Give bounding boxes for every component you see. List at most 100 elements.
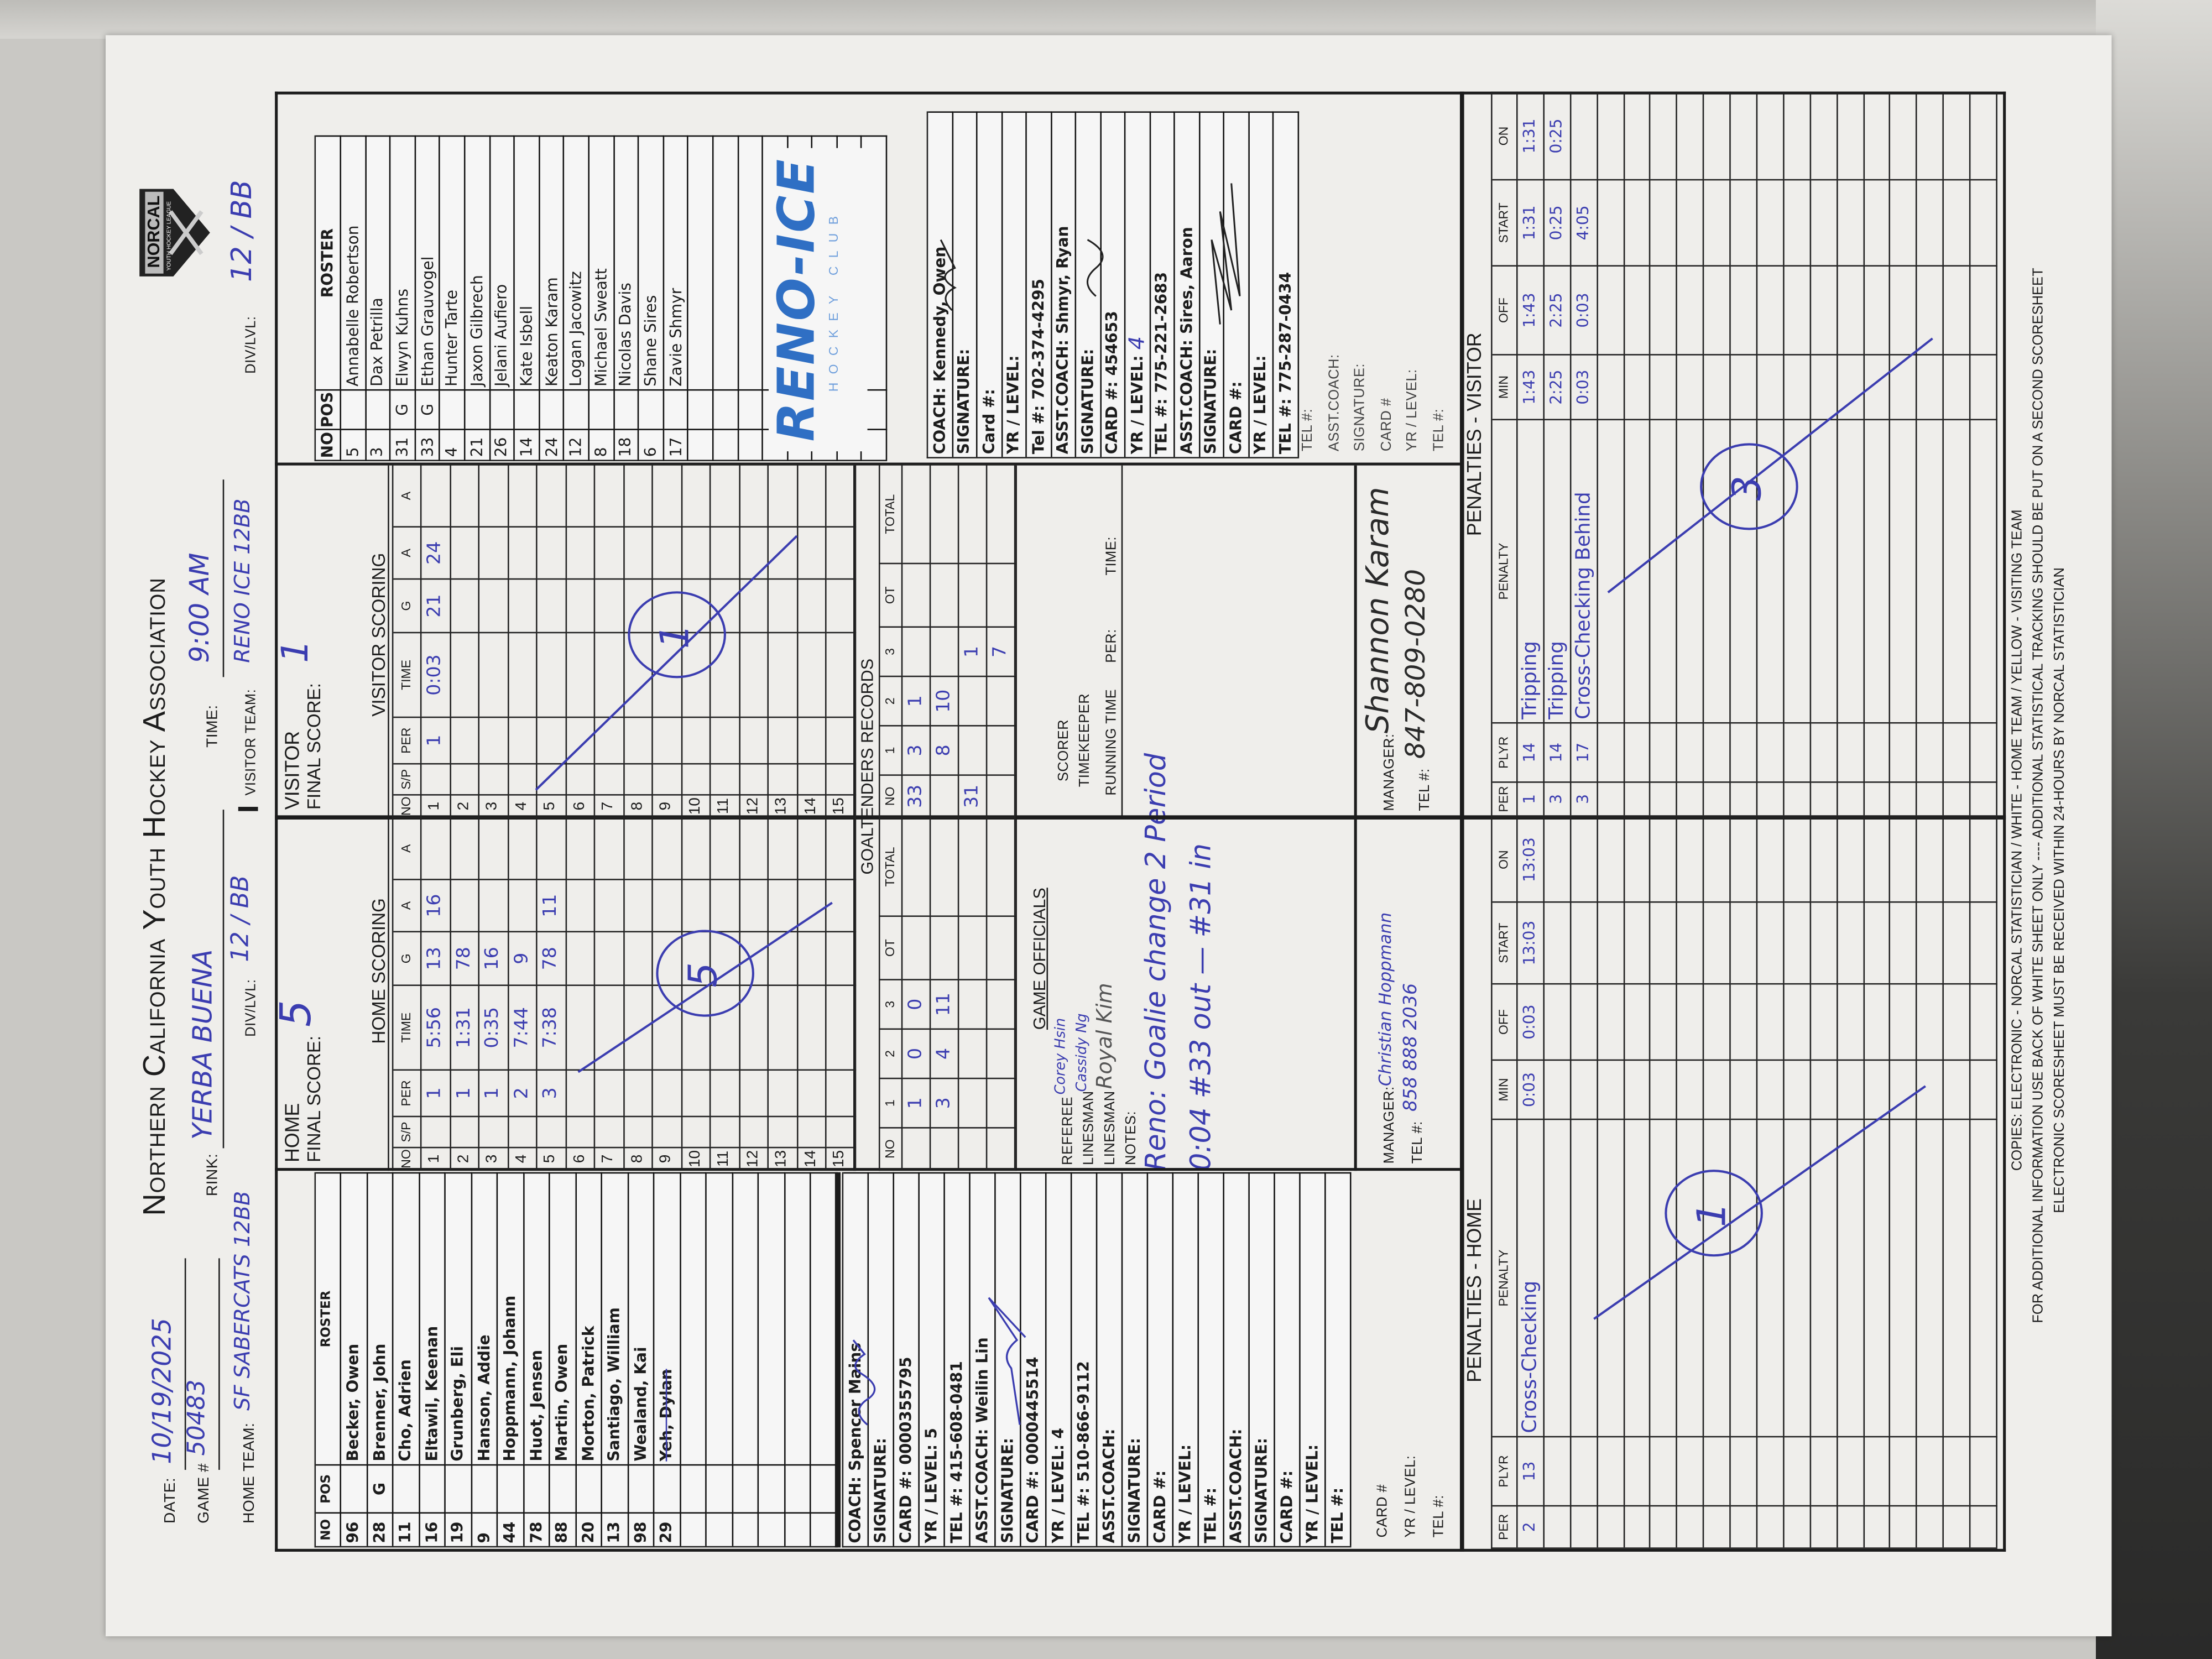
cell (738, 429, 764, 460)
player-position (445, 1464, 472, 1512)
penalty-on (1784, 91, 1811, 179)
cell (706, 1512, 733, 1546)
a2-cell (595, 816, 624, 879)
penalty-per (1864, 781, 1891, 816)
penalty-off (1757, 265, 1785, 354)
penalty-penalty (1757, 419, 1785, 722)
column-header: Start (1492, 901, 1518, 983)
staff-field: CARD #: 0000445514 (1021, 1172, 1047, 1546)
sp-cell (450, 763, 480, 795)
a1-cell (768, 879, 798, 931)
a2-cell (479, 816, 509, 879)
cell (713, 389, 739, 429)
penalty-penalty (1624, 1118, 1651, 1436)
player-name: Cho, Adrien (393, 1172, 420, 1464)
cell (811, 1172, 837, 1464)
penalty-plyr (1731, 1436, 1758, 1505)
column-header: S/P (393, 1115, 422, 1147)
a2-cell (739, 464, 769, 526)
penalty-start (1970, 179, 1997, 265)
player-name: Morton, Patrick (576, 1172, 602, 1464)
reno-ice-logo: RENO-ICE HOCKEY CLUB (768, 148, 868, 452)
goalie-cell (902, 464, 931, 563)
penalty-start (1571, 901, 1598, 983)
time-cell (768, 632, 798, 717)
visitor-final-score: 1 (275, 639, 317, 663)
cell (732, 1172, 759, 1464)
penalty-per (1944, 1505, 1971, 1548)
staff-field: TEL #: 775-221-2683 (1150, 111, 1175, 457)
goalie-cell: 8 (931, 725, 959, 775)
a2-cell (537, 816, 566, 879)
player-number: 20 (576, 1512, 602, 1546)
time-cell (624, 632, 653, 717)
player-number: 33 (415, 429, 441, 460)
penalty-per: 3 (1544, 781, 1571, 816)
penalty-min (1757, 1059, 1785, 1119)
g-cell (739, 578, 769, 632)
staff-field: COACH: Kennedy, Owen (928, 111, 953, 457)
player-number: 96 (341, 1512, 368, 1546)
player-number: 44 (498, 1512, 524, 1546)
roster-header: Pos (316, 389, 342, 429)
home-form-field: TEL #: (1431, 1495, 1448, 1538)
penalty-start (1944, 179, 1971, 265)
home-roster-table: No Pos Roster 96 Becker, Owen 28 G Brenner, Joh… (314, 1172, 837, 1548)
home-final-score: 5 (272, 1000, 322, 1027)
a1-cell (682, 879, 711, 931)
staff-label: CARD #: (1227, 381, 1245, 455)
penalty-min: 2:25 (1544, 354, 1571, 419)
row-number: 10 (682, 1146, 711, 1170)
goalie-cell (959, 979, 988, 1029)
penalty-min: 1:43 (1517, 354, 1545, 419)
penalty-off (1731, 265, 1758, 354)
penalty-start (1864, 179, 1891, 265)
penalty-penalty (1864, 1118, 1891, 1436)
penalty-penalty (1970, 419, 1997, 722)
column-header: OT (880, 562, 903, 627)
player-position (564, 389, 589, 429)
g-cell (653, 931, 682, 985)
penalty-penalty (1864, 419, 1891, 722)
staff-label: SIGNATURE: (955, 348, 974, 455)
g-cell (595, 578, 624, 632)
penalty-off (1891, 265, 1918, 354)
home-team-value: SF SABERCATS 12BB (229, 1191, 255, 1411)
penalty-plyr (1917, 722, 1944, 782)
player-number: 28 (367, 1512, 394, 1546)
penalty-off (1598, 265, 1625, 354)
penalty-plyr (1677, 1436, 1704, 1505)
g-cell (797, 578, 827, 632)
penalty-off (1811, 983, 1838, 1060)
row-number: 13 (768, 1146, 798, 1170)
time-cell (797, 632, 827, 717)
cell (759, 1464, 785, 1512)
staff-field: Card #: (977, 111, 1003, 457)
penalty-start: 4:05 (1571, 179, 1598, 265)
column-header: G (393, 931, 422, 985)
row-number: 2 (450, 794, 480, 817)
player-name: Hunter Tarte (440, 135, 466, 389)
g-cell (566, 578, 596, 632)
cell (713, 429, 739, 460)
penalty-off (1677, 265, 1704, 354)
penalty-plyr (1598, 722, 1625, 782)
visitor-staff-table: COACH: Kennedy, Owen SIGNATURE: Card #: YR /… (926, 111, 1298, 458)
sp-cell (508, 1115, 538, 1147)
penalty-plyr (1704, 1436, 1731, 1505)
penalty-off (1624, 265, 1651, 354)
scorer-label: SCORER (1056, 719, 1072, 782)
goalie-cell (931, 816, 959, 916)
column-header: On (1492, 91, 1518, 179)
staff-field: ASST.COACH: (1097, 1172, 1123, 1546)
staff-label: ASST.COACH: (973, 1428, 992, 1543)
goalie-cell (902, 1127, 931, 1170)
per-cell (624, 716, 653, 763)
a1-cell (537, 526, 566, 578)
goalie-cell: 1 (902, 1077, 931, 1128)
a2-cell (768, 816, 798, 879)
penalty-min (1704, 354, 1731, 419)
final-score-divider (388, 465, 389, 1171)
column-header: 2 (880, 1028, 903, 1078)
column-header: No (880, 774, 903, 817)
